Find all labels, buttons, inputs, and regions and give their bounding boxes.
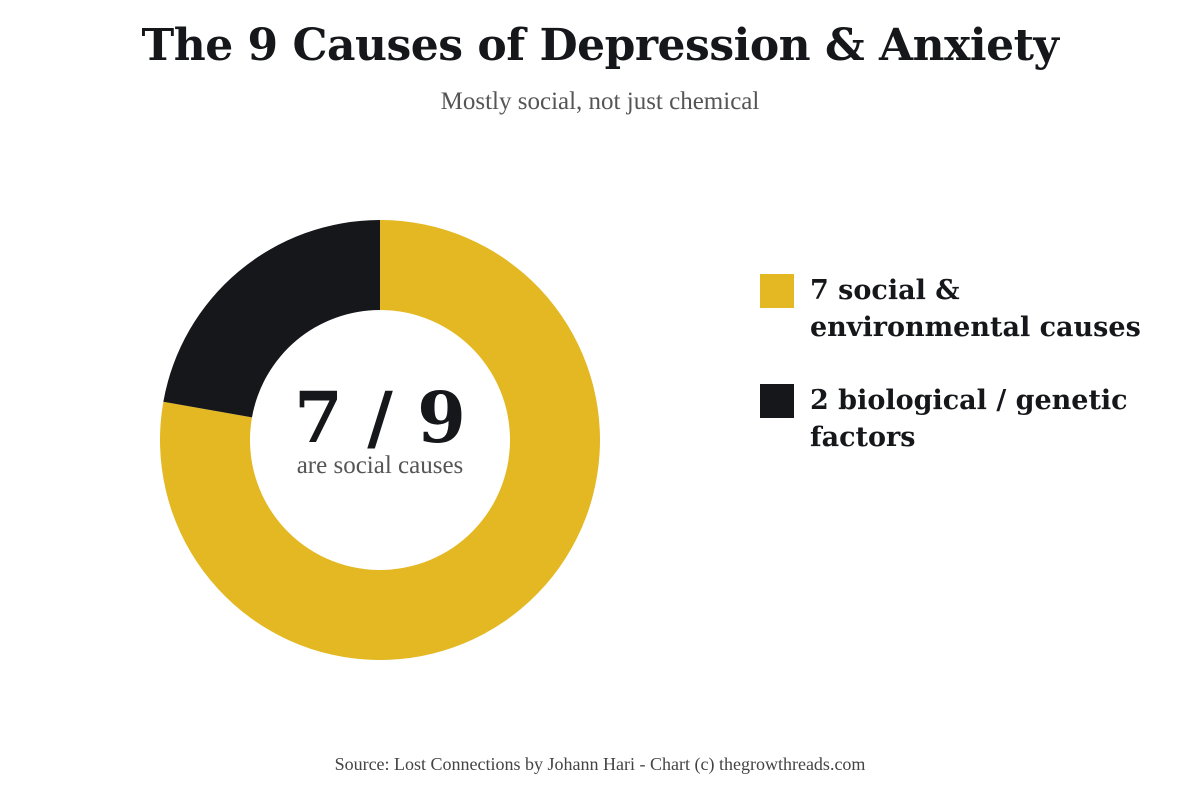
source-credit: Source: Lost Connections by Johann Hari …	[334, 754, 866, 774]
legend-label-social: 7 social & environmental causes	[810, 275, 1141, 343]
chart-title: The 9 Causes of Depression & Anxiety	[141, 20, 1059, 71]
legend-item-biological: 2 biological / genetic factors	[760, 382, 1180, 456]
legend-swatch-biological	[760, 384, 794, 418]
legend-item-social: 7 social & environmental causes	[760, 272, 1180, 346]
chart-subtitle: Mostly social, not just chemical	[440, 88, 760, 115]
chart-legend: 7 social & environmental causes 2 biolog…	[760, 272, 1180, 492]
legend-label-biological: 2 biological / genetic factors	[810, 385, 1128, 453]
legend-swatch-social	[760, 274, 794, 308]
donut-slice-biological	[163, 220, 380, 418]
center-value: 7 / 9	[294, 376, 466, 459]
center-caption: are social causes	[296, 452, 464, 479]
donut-slice-social	[160, 220, 600, 661]
